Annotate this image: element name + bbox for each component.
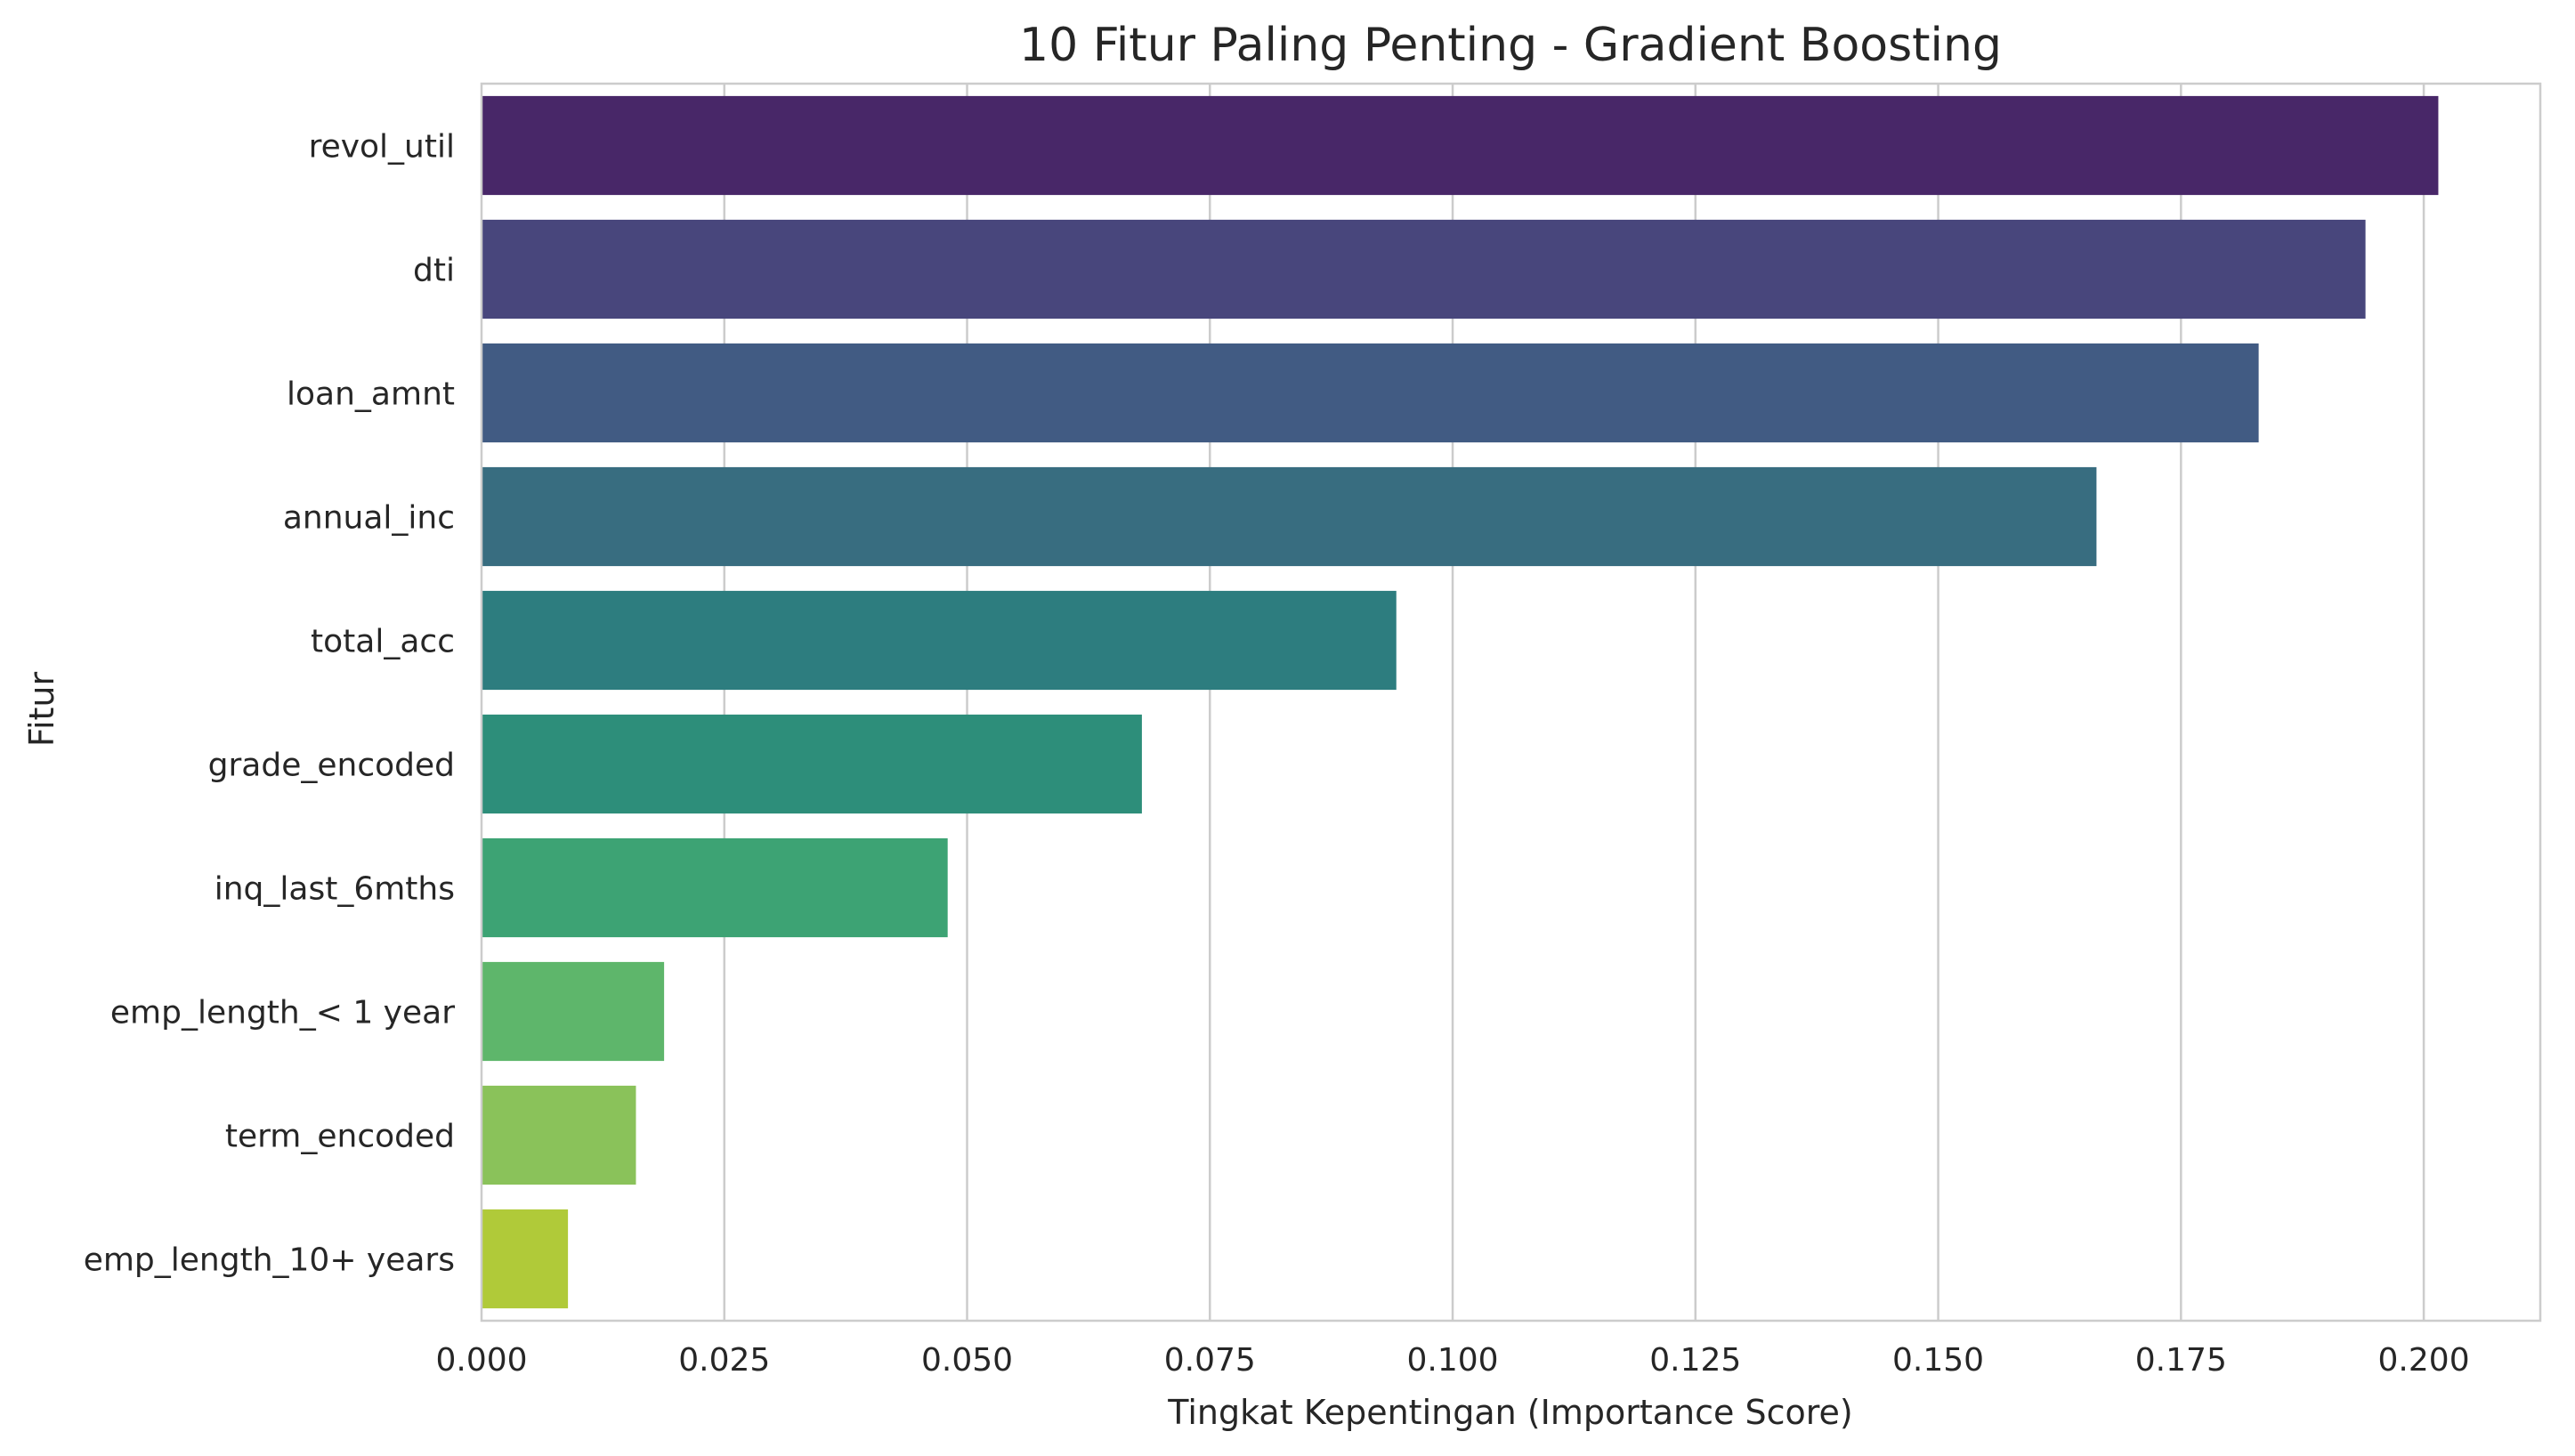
x-tick-label: 0.125 [1649, 1342, 1741, 1379]
bar [482, 95, 2439, 196]
y-tick-label: inq_last_6mths [215, 871, 455, 908]
bar [482, 1085, 636, 1185]
plot-frame [480, 82, 2542, 1323]
x-tick-label: 0.100 [1407, 1342, 1499, 1379]
y-tick-label: total_acc [311, 624, 455, 660]
y-tick-label: emp_length_10+ years [84, 1242, 455, 1279]
bars [482, 95, 2439, 1309]
x-tick-label: 0.075 [1164, 1342, 1256, 1379]
bar [482, 343, 2259, 443]
bar [482, 590, 1397, 691]
y-tick-label: grade_encoded [208, 748, 455, 784]
x-tick-label: 0.050 [921, 1342, 1013, 1379]
y-tick-label: loan_amnt [287, 376, 455, 413]
y-tick-label: annual_inc [283, 500, 455, 537]
chart-title: 10 Fitur Paling Penting - Gradient Boost… [1019, 19, 2002, 72]
y-tick-label: revol_util [309, 129, 455, 166]
x-tick-label: 0.025 [678, 1342, 770, 1379]
x-tick-label: 0.150 [1892, 1342, 1984, 1379]
bar [482, 466, 2097, 567]
bar [482, 714, 1142, 814]
bar [482, 219, 2366, 320]
y-tick-label: emp_length_< 1 year [110, 995, 455, 1031]
y-tick-label: term_encoded [225, 1119, 455, 1155]
y-axis-label: Fitur [22, 671, 61, 747]
x-axis-label: Tingkat Kepentingan (Importance Score) [1167, 1393, 1852, 1432]
x-tick-labels: 0.000 0.025 0.050 0.075 0.100 0.125 0.150 0.175… [435, 1342, 2469, 1379]
x-tick-label: 0.000 [435, 1342, 527, 1379]
x-tick-label: 0.175 [2135, 1342, 2227, 1379]
bar [482, 837, 948, 938]
bar [482, 1209, 569, 1309]
x-tick-label: 0.200 [2378, 1342, 2470, 1379]
bar [482, 961, 665, 1062]
y-tick-label: dti [413, 253, 455, 289]
